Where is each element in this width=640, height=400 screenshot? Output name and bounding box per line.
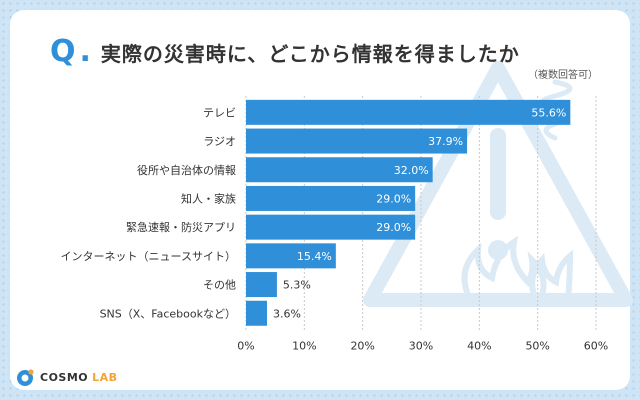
question-dot: . <box>79 34 91 69</box>
category-label: インターネット（ニュースサイト） <box>61 250 236 263</box>
category-label: 緊急速報・防災アプリ <box>126 220 236 234</box>
bar <box>246 157 433 183</box>
x-tick-label: 60% <box>584 340 608 353</box>
multiple-answer-note: （複数回答可） <box>528 70 598 81</box>
bar <box>246 243 336 269</box>
labels: 0% 10% 20% 30% 40% 50% 60% テレビ 55.6% ラジオ 37.9% 役所や自… <box>61 106 609 352</box>
bars <box>246 99 571 326</box>
chart-title: 実際の災害時に、どこから情報を得ましたか <box>100 42 520 66</box>
cosmo-lab-logo: COSMO LAB <box>14 366 118 388</box>
bar <box>246 272 277 298</box>
exclamation-bar-shape <box>490 128 506 220</box>
value-label: 29.0% <box>376 192 411 205</box>
flame-shape <box>529 249 574 303</box>
value-label: 37.9% <box>428 135 463 148</box>
x-tick-label: 40% <box>467 340 491 353</box>
category-label: 知人・家族 <box>181 191 236 205</box>
title-row: Q . 実際の災害時に、どこから情報を得ましたか <box>50 34 520 69</box>
category-label: SNS（X、Facebookなど） <box>100 307 236 320</box>
category-label: ラジオ <box>203 135 236 148</box>
x-tick-label: 20% <box>350 340 374 353</box>
disaster-watermark-illustration <box>363 61 633 307</box>
logo-sub: LAB <box>92 370 118 384</box>
category-label: テレビ <box>203 106 236 119</box>
category-label: 役所や自治体の情報 <box>137 163 236 177</box>
value-label: 55.6% <box>531 106 566 119</box>
x-tick-label: 0% <box>237 340 254 353</box>
value-label: 5.3% <box>283 279 311 292</box>
x-tick-label: 50% <box>525 340 549 353</box>
logo-word: COSMO <box>40 370 89 384</box>
warning-triangle-shape <box>363 61 633 307</box>
x-tick-label: 30% <box>409 340 433 353</box>
bar <box>246 99 571 125</box>
flame-shape <box>461 235 547 303</box>
value-label: 3.6% <box>273 307 301 320</box>
bar <box>246 185 416 211</box>
value-label: 29.0% <box>376 221 411 234</box>
x-tick-label: 10% <box>292 340 316 353</box>
question-mark: Q <box>50 34 76 69</box>
value-label: 15.4% <box>297 250 332 263</box>
logo-icon <box>17 369 34 386</box>
bar <box>246 300 267 326</box>
category-label: その他 <box>203 279 236 292</box>
bar <box>246 214 416 240</box>
bar <box>246 128 468 154</box>
value-label: 32.0% <box>394 164 429 177</box>
